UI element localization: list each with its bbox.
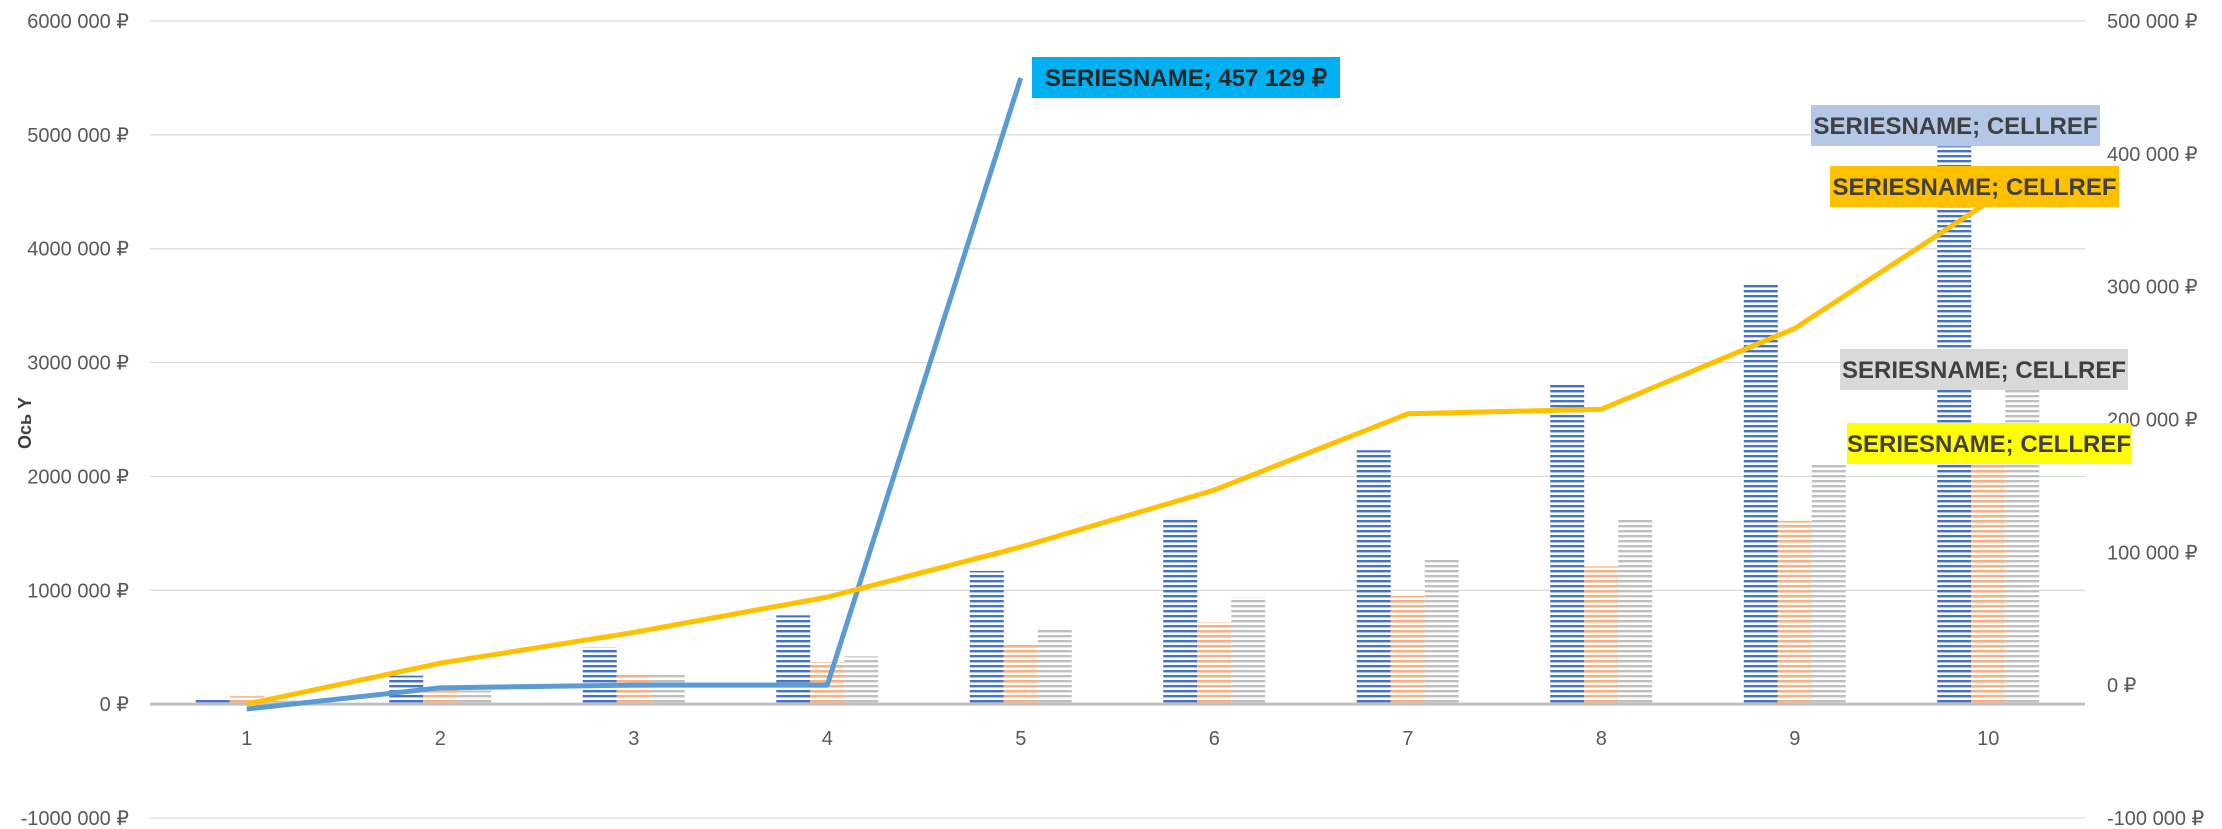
data-label-box	[1847, 423, 2131, 464]
bar	[457, 690, 492, 705]
y-tick-label: 0 ₽	[100, 694, 130, 716]
x-tick-label: 1	[241, 728, 252, 750]
secondary-y-axis: 500 000 ₽400 000 ₽300 000 ₽200 000 ₽100 …	[2107, 11, 2205, 829]
data-label-text: SERIESNAME; CELLREF	[1842, 357, 2126, 384]
data-label-text: SERIESNAME; CELLREF	[1847, 431, 2131, 458]
y-tick-label: 2000 000 ₽	[27, 466, 129, 488]
line-series-gold	[246, 199, 1990, 707]
x-tick-label: 10	[1977, 728, 1999, 750]
data-label: SERIESNAME; CELLREF	[1830, 166, 2119, 207]
y2-tick-label: 500 000 ₽	[2107, 11, 2198, 33]
bar	[1003, 644, 1038, 705]
y-tick-label: -1000 000 ₽	[21, 808, 130, 829]
x-tick-label: 8	[1596, 728, 1607, 750]
data-label: SERIESNAME; CELLREF	[1847, 423, 2131, 464]
line-series	[246, 77, 1990, 712]
x-tick-label: 3	[628, 728, 639, 750]
bar	[423, 689, 458, 705]
x-tick-label: 6	[1209, 728, 1220, 750]
y2-tick-label: 0 ₽	[2107, 675, 2137, 697]
data-label-text: SERIESNAME; CELLREF	[1832, 174, 2116, 201]
y-tick-label: 3000 000 ₽	[27, 353, 129, 375]
data-label-text: SERIESNAME; CELLREF	[1813, 113, 2097, 140]
bar	[616, 673, 651, 705]
y-axis-title: Ось Y	[15, 397, 35, 449]
bar	[1971, 459, 2006, 705]
y-tick-label: 1000 000 ₽	[27, 580, 129, 602]
data-label-box	[1811, 105, 2100, 146]
bar	[1197, 622, 1232, 705]
y2-tick-label: -100 000 ₽	[2107, 808, 2205, 829]
bar	[1390, 595, 1425, 705]
bar	[1777, 520, 1812, 705]
line-series-blue	[246, 77, 1024, 712]
bar	[1231, 597, 1266, 705]
bar	[969, 570, 1004, 705]
bar	[1550, 383, 1585, 705]
y-tick-label: 5000 000 ₽	[27, 125, 129, 147]
bar	[195, 698, 230, 705]
bar	[263, 700, 298, 705]
data-label-box	[1840, 349, 2128, 390]
data-label: SERIESNAME; 457 129 ₽	[1032, 57, 1340, 98]
y2-tick-label: 300 000 ₽	[2107, 277, 2198, 299]
bar	[844, 656, 879, 705]
data-label: SERIESNAME; CELLREF	[1811, 105, 2100, 146]
bar-series	[195, 146, 2040, 705]
bar	[1424, 558, 1459, 705]
data-label-text: SERIESNAME; 457 129 ₽	[1045, 65, 1327, 92]
y-tick-label: 4000 000 ₽	[27, 239, 129, 261]
y2-tick-label: 100 000 ₽	[2107, 542, 2198, 564]
bar	[1037, 628, 1072, 705]
bar	[1163, 517, 1198, 705]
data-label-box	[1032, 57, 1340, 98]
gridlines	[150, 20, 2085, 819]
x-tick-label: 4	[822, 728, 833, 750]
bar	[1356, 450, 1391, 705]
x-axis: 1 2 3 4 5 6 7 8 9 10	[241, 728, 1999, 750]
bar	[582, 647, 617, 705]
x-tick-label: 2	[435, 728, 446, 750]
bar	[1811, 462, 1846, 705]
data-label-box	[1830, 166, 2119, 207]
x-tick-label: 7	[1402, 728, 1413, 750]
x-tick-label: 9	[1789, 728, 1800, 750]
bar	[1584, 566, 1619, 705]
bar	[1743, 282, 1778, 705]
data-labels: SERIESNAME; 457 129 ₽ SERIESNAME; CELLREF…	[1032, 57, 2131, 464]
bar	[650, 674, 685, 705]
data-label: SERIESNAME; CELLREF	[1840, 349, 2128, 390]
bar	[229, 696, 264, 705]
y-tick-label: 6000 000 ₽	[27, 11, 129, 33]
y2-tick-label: 400 000 ₽	[2107, 144, 2198, 166]
x-tick-label: 5	[1015, 728, 1026, 750]
primary-y-axis: 6000 000 ₽ 5000 000 ₽ 4000 000 ₽ 3000 000 ₽…	[21, 11, 130, 829]
bar	[776, 615, 811, 705]
bar	[1618, 518, 1653, 705]
